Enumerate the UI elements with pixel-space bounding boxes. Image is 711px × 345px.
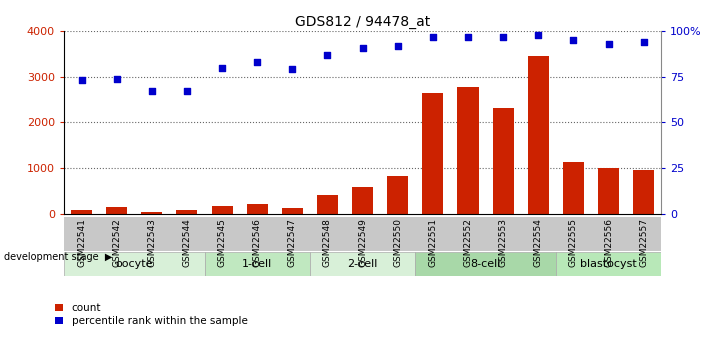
Text: GSM22548: GSM22548 — [323, 218, 332, 267]
Point — [216, 65, 228, 70]
Text: 8-cell: 8-cell — [471, 259, 501, 269]
Text: oocyte: oocyte — [115, 259, 153, 269]
Text: GSM22544: GSM22544 — [183, 218, 191, 267]
Title: GDS812 / 94478_at: GDS812 / 94478_at — [295, 14, 430, 29]
Bar — [106, 207, 127, 214]
Bar — [176, 209, 198, 214]
Bar — [422, 93, 444, 214]
Text: blastocyst: blastocyst — [580, 259, 637, 269]
Point — [76, 78, 87, 83]
Point — [498, 34, 509, 39]
Text: GSM22543: GSM22543 — [147, 218, 156, 267]
Text: GSM22542: GSM22542 — [112, 218, 121, 267]
Bar — [212, 206, 232, 214]
Text: GSM22545: GSM22545 — [218, 218, 227, 267]
Bar — [415, 252, 556, 276]
Text: 1-cell: 1-cell — [242, 259, 272, 269]
Bar — [64, 217, 661, 252]
Bar — [556, 252, 661, 276]
Text: GSM22557: GSM22557 — [639, 218, 648, 267]
Text: GSM22556: GSM22556 — [604, 218, 613, 267]
Text: GSM22547: GSM22547 — [288, 218, 297, 267]
Point — [638, 39, 649, 45]
Bar — [247, 204, 268, 214]
Legend: count, percentile rank within the sample: count, percentile rank within the sample — [55, 303, 247, 326]
Point — [603, 41, 614, 47]
Point — [111, 76, 122, 81]
Point — [462, 34, 474, 39]
Text: GSM22555: GSM22555 — [569, 218, 578, 267]
Text: GSM22550: GSM22550 — [393, 218, 402, 267]
Point — [392, 43, 403, 48]
Bar — [317, 195, 338, 214]
Bar — [563, 162, 584, 214]
Point — [427, 34, 439, 39]
Point — [146, 89, 158, 94]
Bar — [387, 176, 408, 214]
Bar — [528, 56, 549, 214]
Point — [533, 32, 544, 38]
Point — [287, 67, 298, 72]
Bar — [352, 187, 373, 214]
Bar — [457, 87, 479, 214]
Bar — [598, 168, 619, 214]
Bar — [282, 208, 303, 214]
Bar — [64, 252, 205, 276]
Text: GSM22546: GSM22546 — [252, 218, 262, 267]
Bar — [633, 170, 654, 214]
Point — [181, 89, 193, 94]
Bar — [205, 252, 310, 276]
Bar — [141, 211, 162, 214]
Text: GSM22549: GSM22549 — [358, 218, 367, 267]
Text: GSM22551: GSM22551 — [428, 218, 437, 267]
Text: development stage  ▶: development stage ▶ — [4, 252, 112, 262]
Point — [322, 52, 333, 58]
Text: GSM22541: GSM22541 — [77, 218, 86, 267]
Point — [567, 37, 579, 43]
Text: 2-cell: 2-cell — [348, 259, 378, 269]
Point — [357, 45, 368, 50]
Text: GSM22552: GSM22552 — [464, 218, 473, 267]
Bar — [71, 210, 92, 214]
Text: GSM22553: GSM22553 — [498, 218, 508, 267]
Bar — [310, 252, 415, 276]
Point — [252, 59, 263, 65]
Text: GSM22554: GSM22554 — [534, 218, 542, 267]
Bar — [493, 108, 513, 214]
